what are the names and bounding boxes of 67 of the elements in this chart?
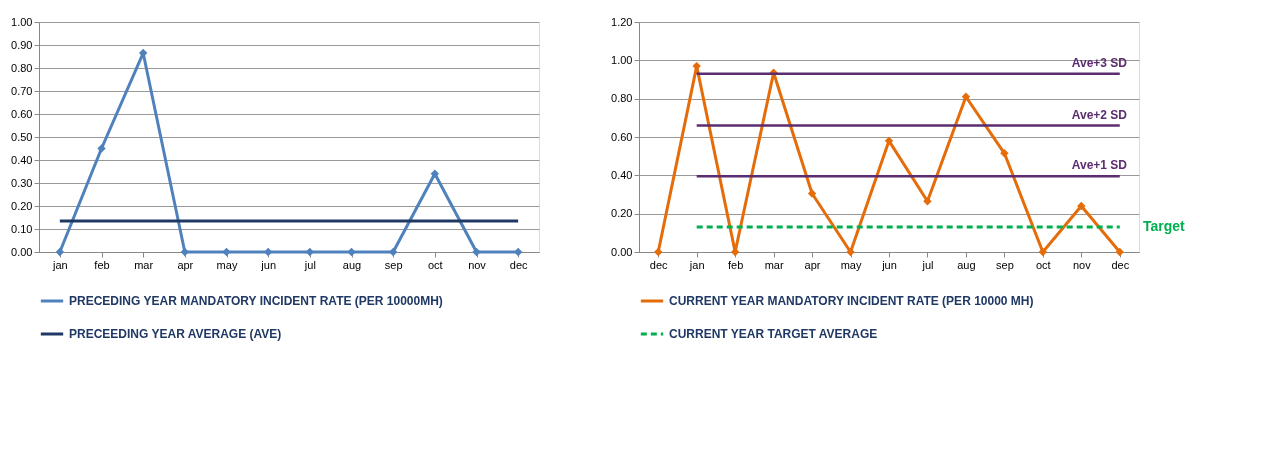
x-tick-label: jul [921,258,934,271]
y-tick-label: 0.10 [11,222,33,235]
y-tick-label: 1.20 [611,15,633,28]
x-tick-label: nov [1072,258,1092,271]
legend-label: PRECEDING YEAR MANDATORY INCIDENT RATE (PER 10000MH) [69,294,443,308]
y-tick-label: 0.50 [11,130,33,143]
legend-label: CURRENT YEAR MANDATORY INCIDENT RATE (PER 10000 MH) [669,294,1034,308]
x-tick-label: sep [996,258,1014,271]
y-tick-label: 0.40 [11,153,33,166]
x-tick-label: apr [804,258,821,271]
point [884,136,894,146]
x-tick-label: feb [94,258,110,271]
point [472,247,481,257]
y-tick-label: 0.80 [11,61,33,74]
y-tick-label: 0.00 [11,245,33,258]
ref-line-label: Ave+1 SD [1071,158,1128,173]
point [846,247,855,257]
point [55,247,65,257]
x-tick-label: may [216,258,238,271]
x-tick-label: aug [342,258,362,271]
x-tick-label: mar [134,258,154,271]
y-tick-label: 0.20 [11,199,33,212]
y-tick-label: 0.40 [611,168,633,181]
x-tick-label: feb [728,258,744,271]
y-tick-label: 0.30 [11,176,33,189]
point [1000,149,1009,158]
point [807,189,817,198]
point [923,197,932,206]
x-tick-label: nov [468,258,487,271]
y-tick-label: 0.00 [611,245,633,258]
y-tick-label: 0.70 [11,84,33,97]
x-tick-label: dec [509,258,529,271]
point [1077,201,1086,211]
y-tick-label: 1.00 [11,15,33,28]
x-tick-label: jul [303,258,316,271]
x-tick-label: oct [427,258,443,271]
ref-line-label: Ave+3 SD [1071,55,1128,70]
legend-label: PRECEEDING YEAR AVERAGE (AVE) [69,327,282,341]
x-tick-label: sep [384,258,403,271]
x-tick-label: jun [260,258,277,271]
legend-label: CURRENT YEAR TARGET AVERAGE [669,327,878,341]
y-tick-label: 0.20 [611,207,633,220]
x-tick-label: aug [957,258,976,271]
x-tick-label: jun [881,258,897,271]
point [961,92,971,101]
x-tick-label: oct [1036,258,1051,271]
y-tick-label: 0.80 [611,92,633,105]
x-tick-label: dec [649,258,669,271]
point [654,247,663,257]
x-tick-label: may [840,258,862,271]
x-tick-label: jan [688,258,705,271]
point [430,169,440,178]
x-tick-label: jan [51,258,68,271]
y-tick-label: 0.60 [11,107,33,120]
point [347,247,356,257]
point [222,247,231,257]
y-tick-label: 0.90 [11,38,33,51]
point [1115,247,1124,257]
ref-line-label: Ave+2 SD [1071,107,1128,122]
x-tick-label: mar [764,258,784,271]
point [1038,247,1048,257]
point [97,144,106,153]
x-tick-label: dec [1111,258,1130,271]
y-tick-label: 0.60 [611,130,633,143]
text: Target [1143,218,1186,235]
x-tick-label: apr [177,258,194,271]
y-tick-label: 1.00 [611,53,633,66]
